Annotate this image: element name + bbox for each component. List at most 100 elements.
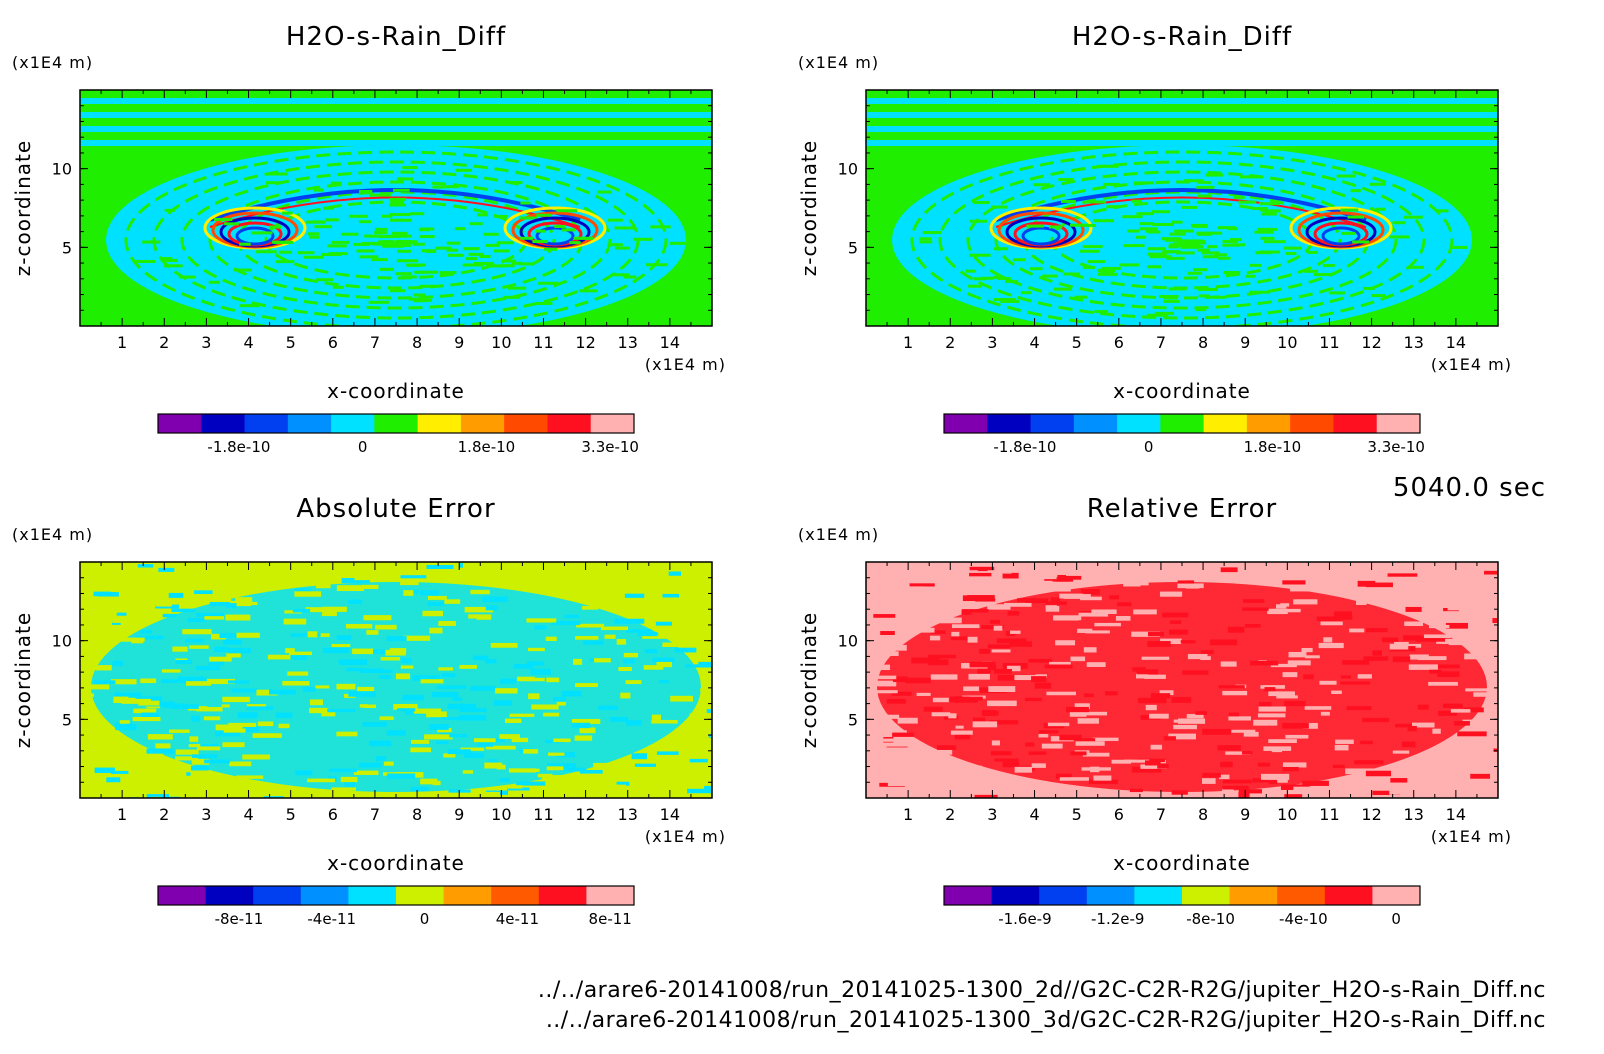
noise-cell xyxy=(459,708,487,712)
speckle xyxy=(520,201,531,205)
noise-cell xyxy=(1369,780,1384,785)
noise-cell xyxy=(1389,790,1402,795)
speckle xyxy=(1201,251,1220,255)
noise-cell xyxy=(1090,766,1100,773)
noise-cell xyxy=(101,786,120,790)
noise-cell xyxy=(1027,573,1058,580)
noise-cell xyxy=(1075,738,1096,742)
stripe xyxy=(866,112,1498,118)
noise-cell xyxy=(95,762,123,767)
colorbar-swatch xyxy=(348,886,397,905)
noise-cell xyxy=(634,763,664,767)
colorbar-swatch xyxy=(331,414,375,433)
noise-cell xyxy=(336,585,365,592)
noise-cell xyxy=(1162,612,1189,618)
speckle xyxy=(612,273,630,277)
noise-cell xyxy=(1464,653,1485,660)
speckle xyxy=(1020,291,1032,295)
noise-cell xyxy=(405,571,420,575)
noise-cell xyxy=(1466,770,1495,774)
noise-cell xyxy=(655,583,677,587)
noise-cell xyxy=(1083,647,1097,653)
noise-cell xyxy=(1493,748,1498,752)
noise-cell xyxy=(420,679,444,684)
noise-cell xyxy=(161,669,181,673)
noise-cell xyxy=(1268,780,1278,785)
noise-cell xyxy=(222,742,245,748)
speckle xyxy=(554,224,566,228)
ring xyxy=(938,160,1426,320)
footer-file-3d: ../../arare6-20141008/run_20141025-1300_… xyxy=(546,1008,1546,1033)
noise-cell xyxy=(226,647,251,654)
noise-cell xyxy=(411,739,430,744)
speckle xyxy=(465,257,478,261)
speckle xyxy=(361,241,382,245)
noise-cell xyxy=(546,677,560,683)
stripe xyxy=(866,126,1498,132)
noise-cell xyxy=(1440,586,1453,591)
speckle xyxy=(1187,271,1203,275)
noise-cell xyxy=(442,673,456,678)
noise-cell xyxy=(328,768,357,773)
noise-cell xyxy=(1244,624,1261,628)
colorbar-swatch xyxy=(244,414,289,433)
colorbar-swatch xyxy=(1246,414,1291,433)
noise-cell xyxy=(594,658,611,663)
noise-cell xyxy=(687,738,705,745)
noise-cell xyxy=(948,713,957,719)
noise-cell xyxy=(571,577,600,583)
stripe xyxy=(80,126,712,132)
colorbar-swatch xyxy=(590,414,635,433)
colorbar-tick-label: 0 xyxy=(1391,910,1401,928)
x-tick-label: 4 xyxy=(1029,333,1039,352)
speckle xyxy=(511,261,523,265)
speckle xyxy=(364,234,383,238)
noise-cell xyxy=(369,740,392,747)
noise-cell xyxy=(700,688,712,692)
noise-cell xyxy=(470,589,490,595)
noise-cell xyxy=(88,744,97,750)
noise-cell xyxy=(579,769,603,774)
noise-cell xyxy=(1051,586,1071,592)
noise-cell xyxy=(1055,773,1072,779)
colorbar-swatch xyxy=(1376,414,1421,433)
noise-cell xyxy=(1268,739,1297,743)
noise-cell xyxy=(1185,585,1200,589)
noise-cell xyxy=(1169,574,1185,580)
noise-cell xyxy=(1282,722,1309,729)
noise-cell xyxy=(1326,791,1355,797)
noise-cell xyxy=(484,762,503,769)
noise-cell xyxy=(1115,616,1131,621)
speckle xyxy=(400,275,417,279)
x-tick-label: 2 xyxy=(159,805,169,824)
noise-cell xyxy=(662,642,684,648)
noise-cell xyxy=(1129,788,1143,793)
noise-cell xyxy=(932,796,963,798)
noise-cell xyxy=(1292,562,1306,568)
speckle xyxy=(1147,265,1161,269)
speckle xyxy=(160,258,178,262)
vortex-ring xyxy=(235,226,275,246)
noise-cell xyxy=(651,719,678,724)
speckle xyxy=(381,214,393,218)
speckle xyxy=(965,269,976,273)
noise-cell xyxy=(494,700,512,706)
speckle xyxy=(569,241,581,245)
noise-cell xyxy=(196,707,223,712)
plot-title: H2O-s-Rain_Diff xyxy=(1072,22,1292,52)
noise-cell xyxy=(1243,731,1259,737)
stripe xyxy=(80,140,712,146)
noise-cell xyxy=(204,616,225,620)
x-tick-label: 1 xyxy=(117,333,127,352)
noise-cell xyxy=(1182,670,1209,675)
noise-cell xyxy=(969,564,988,569)
noise-cell xyxy=(1031,763,1046,768)
noise-cell xyxy=(1424,774,1447,781)
colorbar-tick-label: 3.3e-10 xyxy=(581,438,639,456)
x-tick-label: 5 xyxy=(1072,333,1082,352)
speckle xyxy=(378,235,394,239)
speckle xyxy=(556,209,578,213)
noise-cell xyxy=(472,655,489,661)
noise-cell xyxy=(1432,728,1441,734)
speckle xyxy=(1084,223,1096,227)
